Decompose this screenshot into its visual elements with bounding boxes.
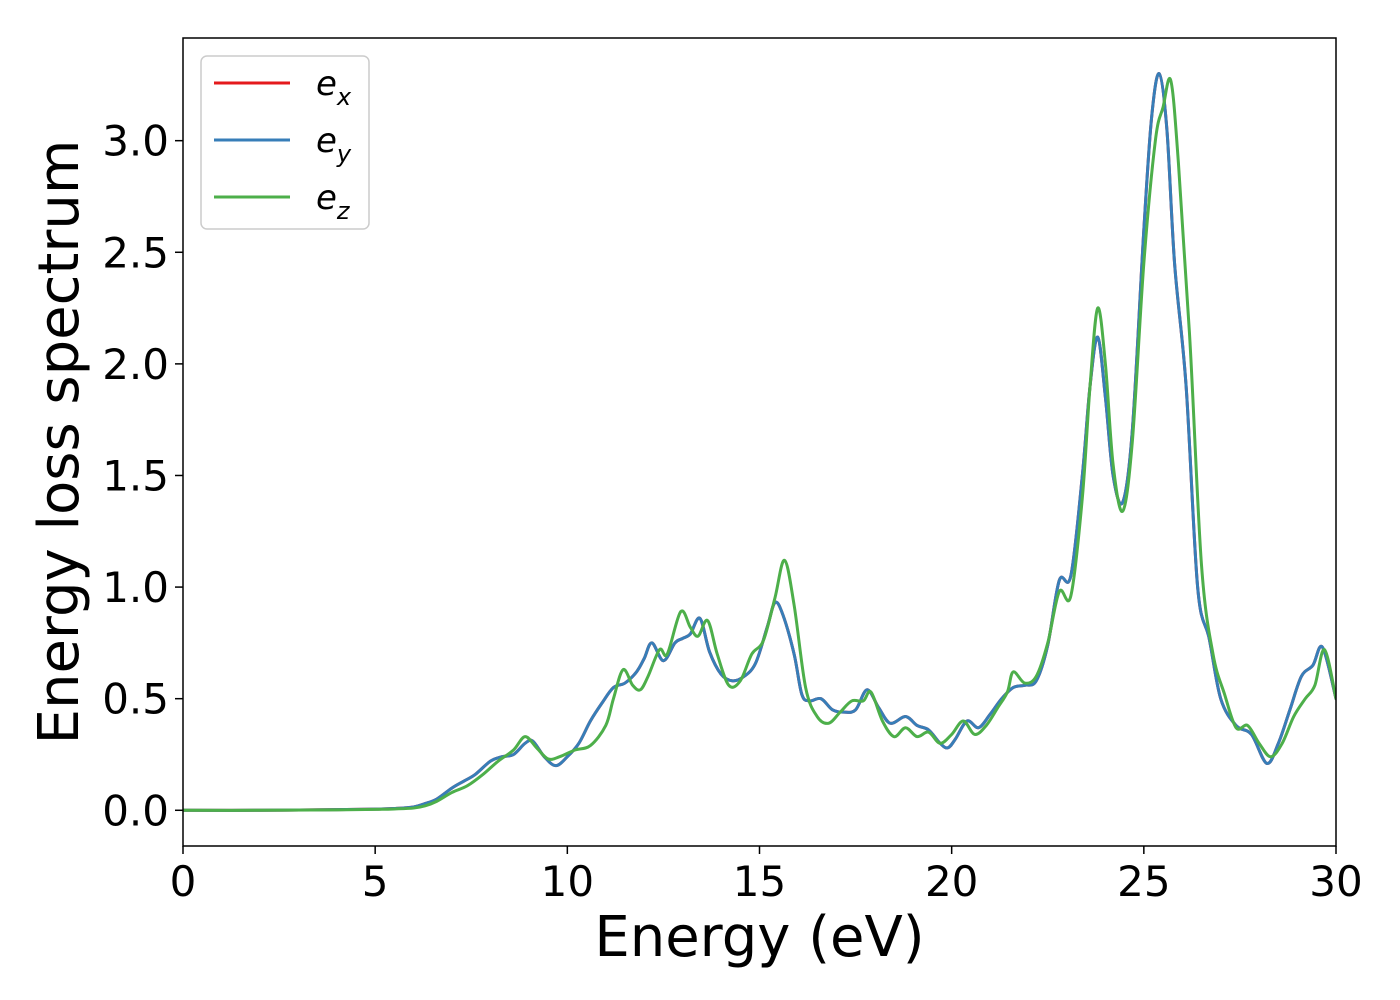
y-tick-label: 0.0 — [102, 786, 169, 835]
legend-label-ex: ex — [316, 64, 352, 111]
y-tick-label: 0.5 — [102, 675, 169, 724]
y-tick-label: 3.0 — [102, 117, 169, 166]
x-tick-label: 10 — [541, 857, 594, 906]
y-tick-label: 1.0 — [102, 563, 169, 612]
legend-box — [200, 55, 370, 230]
x-tick-label: 5 — [362, 857, 389, 906]
legend-label-ey: ey — [316, 121, 352, 168]
x-tick-label: 30 — [1309, 857, 1362, 906]
y-tick-label: 2.0 — [102, 340, 169, 389]
x-axis-label: Energy (eV) — [594, 905, 924, 970]
legend: ex ey ez — [200, 55, 370, 230]
y-axis-ticks: 0.0 0.5 1.0 1.5 2.0 2.5 3.0 — [102, 117, 183, 835]
legend-label-ez: ez — [316, 178, 351, 225]
x-axis-ticks: 0 5 10 15 20 25 30 — [170, 846, 1363, 906]
series-line-ez — [183, 76, 1336, 812]
x-tick-label: 20 — [925, 857, 978, 906]
y-axis-label: Energy loss spectrum — [27, 140, 92, 745]
y-tick-label: 1.5 — [102, 451, 169, 500]
series-lines — [183, 72, 1336, 812]
y-tick-label: 2.5 — [102, 228, 169, 277]
x-tick-label: 0 — [170, 857, 197, 906]
x-tick-label: 25 — [1117, 857, 1170, 906]
x-tick-label: 15 — [733, 857, 786, 906]
